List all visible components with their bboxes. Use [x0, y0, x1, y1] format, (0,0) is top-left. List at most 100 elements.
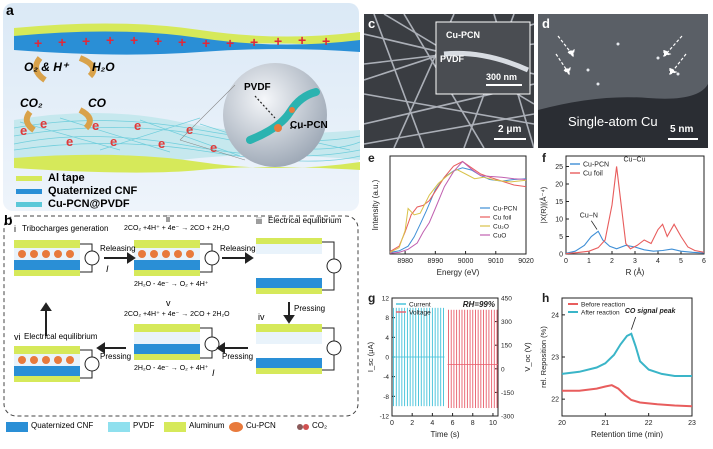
svg-text:e: e [158, 136, 165, 151]
co2-label: CO₂ [20, 96, 43, 110]
y-tick-label: -150 [501, 390, 514, 397]
h2o-label: H₂O [92, 60, 115, 74]
step-ii-num: ii [166, 214, 170, 224]
x-tick-label: 4 [656, 258, 660, 265]
inset-scale-label: 300 nm [486, 72, 518, 82]
x-tick-label: 8 [471, 420, 475, 427]
panel-f-label: f [542, 151, 547, 165]
inset-pvdf-label: PVDF [440, 54, 465, 64]
panel-g-label: g [368, 291, 375, 305]
svg-text:+: + [58, 34, 66, 50]
y-axis-label: |X(R)|(Å⁻⁴) [539, 186, 548, 223]
arrow-label-pressing-2: Pressing [222, 352, 254, 361]
x-tick-label: 8980 [397, 258, 413, 265]
y-tick-label: 24 [551, 312, 559, 319]
arrow-label-pressing-3: Pressing [100, 352, 132, 361]
reaction-arrow-co2 [23, 110, 36, 133]
arrow-label-releasing-1: Releasing [100, 244, 136, 253]
svg-text:+: + [130, 32, 138, 48]
y-tick-label: 10 [555, 217, 563, 224]
y-tick-label: 15 [555, 199, 563, 206]
x-tick-label: 9020 [518, 258, 534, 265]
inset-scalebar [486, 84, 522, 86]
sem-image [363, 13, 535, 149]
legend-label: Cu foil [493, 215, 512, 222]
annotation-pointer [630, 316, 637, 330]
device-step-ii [134, 240, 220, 276]
x-tick-label: 20 [558, 420, 566, 427]
legend-label: Cu-PCN [493, 206, 518, 213]
x-tick-label: 4 [430, 420, 434, 427]
x-axis-label: Time (s) [430, 430, 459, 439]
al-tape-bottom [14, 154, 360, 173]
y-tick-label: -300 [501, 414, 514, 421]
current-label-2: I [212, 368, 215, 378]
svg-text:e: e [110, 134, 117, 149]
svg-text:+: + [322, 33, 330, 49]
plot-frame [389, 155, 527, 255]
series-line [389, 160, 527, 254]
sem-inset-fiber [443, 50, 530, 73]
device-step-vi [14, 346, 100, 382]
step-i-title: Tribocharges generation [22, 224, 109, 233]
gc-chart: h 20 21 22 23 22 23 24 Retention time (min) rel. … [539, 291, 696, 439]
step-i-num: i [14, 224, 16, 234]
x-tick-label: 0 [390, 420, 394, 427]
x-tick-label: 21 [601, 420, 609, 427]
rh-annotation: RH=99% [463, 300, 495, 309]
x-axis-label: Energy (eV) [437, 268, 480, 277]
y-tick-label: 0 [559, 252, 563, 259]
x-tick-label: 6 [451, 420, 455, 427]
svg-text:e: e [186, 122, 193, 137]
legend-label: CuO [493, 233, 506, 240]
device-step-v [134, 324, 220, 360]
panel-b-legend [6, 422, 309, 432]
svg-text:+: + [154, 33, 162, 49]
step-v-eq-top: 2CO₂ +4H⁺ + 4e⁻ → 2CO + 2H₂O [124, 311, 230, 318]
svg-text:e: e [40, 116, 47, 131]
y-tick-label: -8 [383, 394, 389, 401]
x-tick-label: 9010 [488, 258, 504, 265]
y-tick-label: 22 [551, 397, 559, 404]
y-axis-label-right: V_oc (V) [523, 342, 532, 372]
panel-h-label: h [542, 291, 549, 305]
legend-aluminum: Aluminum [189, 421, 225, 430]
legend-label: After reaction [581, 310, 620, 317]
step-v-eq-bottom: 2H₂O - 4e⁻ → O₂ + 4H⁺ [134, 365, 209, 372]
svg-text:e: e [66, 134, 73, 149]
process-arrows [40, 252, 295, 354]
legend-label: Voltage [409, 310, 431, 317]
device-step-iii [256, 238, 342, 294]
device-step-iv [256, 324, 342, 374]
tem-caption: Single-atom Cu [568, 114, 658, 129]
legend-al-tape: Al tape [48, 172, 85, 184]
zoom-sphere [223, 63, 327, 167]
panel-d: d Single-atom Cu 5 nm [538, 14, 708, 148]
x-tick-label: 2 [410, 420, 414, 427]
panel-c-label: c [368, 16, 376, 31]
x-tick-label: 3 [633, 258, 637, 265]
y-tick-label: 23 [551, 355, 559, 362]
arrow-label-releasing-2: Releasing [220, 244, 256, 253]
single-atom-spots [570, 42, 680, 86]
annotation-pointer [591, 220, 598, 230]
cnf-layer-top [14, 31, 360, 55]
arrow-label-pressing-1: Pressing [294, 304, 326, 313]
svg-text:+: + [34, 35, 42, 51]
svg-text:+: + [82, 33, 90, 49]
x-tick-label: 9000 [458, 258, 474, 265]
tem-image [538, 35, 708, 148]
legend-label: Current [409, 302, 431, 309]
pvdf-pointer [254, 95, 276, 119]
legend-pvdf: PVDF [133, 421, 155, 430]
o2-h-label: O₂ & H⁺ [24, 60, 69, 74]
step-v-num: v [166, 298, 171, 308]
scale-label: 2 μm [498, 124, 522, 135]
tem-particle [538, 84, 708, 148]
svg-text:+: + [226, 35, 234, 51]
panel-e-label: e [368, 151, 375, 165]
x-tick-label: 0 [564, 258, 568, 265]
reaction-arrow-o2 [33, 56, 47, 83]
